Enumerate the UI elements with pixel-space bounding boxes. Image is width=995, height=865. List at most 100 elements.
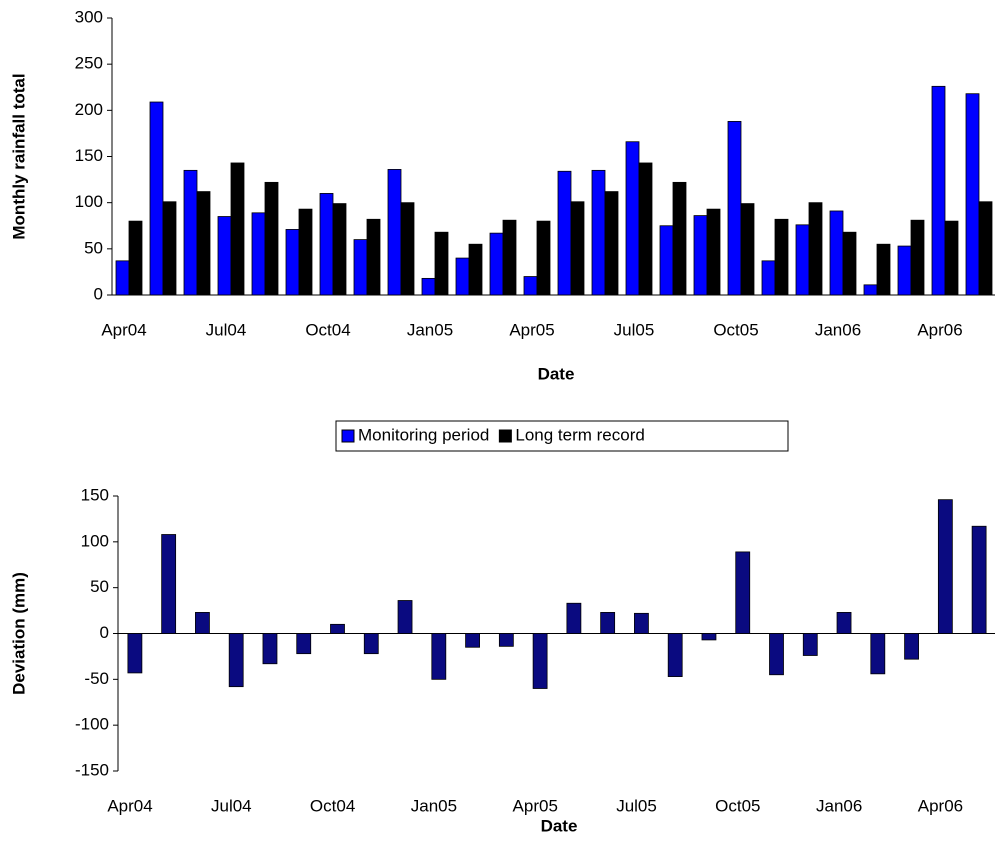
bar	[262, 633, 278, 665]
bar	[774, 218, 789, 296]
bar	[387, 169, 402, 296]
legend-swatch	[341, 429, 355, 443]
bar	[625, 141, 640, 296]
bar	[836, 612, 852, 634]
bar	[863, 284, 878, 296]
bar	[264, 181, 279, 296]
bar	[431, 633, 447, 680]
bar	[808, 202, 823, 296]
bar	[944, 220, 959, 296]
bar	[217, 216, 232, 296]
bar	[829, 210, 844, 296]
y-tick-label: 50	[90, 577, 109, 596]
bar	[251, 212, 266, 296]
bar	[795, 224, 810, 296]
bar	[876, 243, 891, 296]
x-tick-label: Jul05	[616, 796, 657, 815]
bar	[532, 633, 548, 689]
y-tick-label: 300	[75, 7, 103, 26]
bar	[727, 121, 742, 296]
x-axis-title: Date	[541, 816, 578, 835]
bar	[183, 169, 198, 296]
x-tick-label: Jan06	[816, 796, 862, 815]
bar	[870, 633, 886, 675]
x-tick-label: Jul05	[614, 320, 655, 339]
bar	[161, 534, 177, 634]
bar	[570, 201, 585, 296]
x-tick-label: Apr06	[917, 320, 962, 339]
bar	[591, 169, 606, 296]
x-tick-label: Oct05	[713, 320, 758, 339]
bar	[604, 191, 619, 296]
bar	[904, 633, 919, 660]
bar	[319, 193, 334, 296]
bar	[421, 277, 436, 296]
y-tick-label: -150	[75, 760, 109, 779]
bar	[400, 202, 415, 296]
x-tick-label: Apr05	[513, 796, 558, 815]
legend-label: Long term record	[515, 425, 644, 444]
y-axis-title: Deviation (mm)	[9, 572, 28, 695]
bar	[498, 633, 514, 647]
bar	[298, 208, 313, 296]
y-axis-title: Monthly rainfall total	[9, 73, 28, 239]
bar	[228, 633, 244, 688]
x-tick-label: Jul04	[206, 320, 247, 339]
bar	[397, 600, 413, 634]
bar	[634, 612, 649, 634]
y-tick-label: -100	[75, 715, 109, 734]
x-tick-label: Jan05	[411, 796, 457, 815]
x-tick-label: Jul04	[211, 796, 252, 815]
bar	[557, 170, 572, 296]
y-tick-label: 100	[81, 531, 109, 550]
bar	[897, 245, 912, 296]
x-tick-label: Apr05	[509, 320, 554, 339]
bar	[330, 623, 345, 634]
bar	[502, 219, 517, 296]
bar	[468, 243, 483, 296]
bar	[366, 218, 381, 296]
bar	[332, 203, 347, 296]
bar	[659, 225, 674, 296]
legend-frame	[335, 420, 789, 452]
bar	[600, 612, 616, 634]
x-tick-label: Oct04	[305, 320, 350, 339]
y-tick-label: 150	[81, 485, 109, 504]
bar	[363, 633, 379, 655]
bar	[566, 602, 582, 634]
bar	[296, 633, 312, 655]
x-tick-label: Oct04	[310, 796, 355, 815]
y-tick-label: 50	[84, 238, 103, 257]
bar	[740, 203, 755, 296]
x-tick-label: Oct05	[715, 796, 760, 815]
bar	[978, 201, 993, 296]
bar	[638, 162, 653, 296]
y-tick-label: 200	[75, 100, 103, 119]
bar	[195, 612, 210, 634]
bar	[353, 239, 368, 296]
bar	[761, 260, 776, 296]
bar	[667, 633, 683, 677]
bar	[931, 85, 946, 296]
bar	[910, 219, 925, 296]
bar	[802, 633, 818, 656]
x-tick-label: Apr06	[918, 796, 963, 815]
x-tick-label: Apr04	[107, 796, 152, 815]
y-tick-label: 0	[100, 623, 109, 642]
bar	[701, 633, 717, 641]
bar	[196, 191, 211, 296]
bar	[162, 201, 177, 296]
bar	[128, 220, 143, 296]
bar	[434, 231, 449, 296]
bar	[842, 231, 857, 296]
y-tick-label: 150	[75, 146, 103, 165]
bar	[735, 551, 751, 634]
bar	[672, 181, 687, 296]
legend-label: Monitoring period	[358, 425, 489, 444]
bar	[769, 633, 784, 676]
bar	[127, 633, 143, 674]
y-tick-label: -50	[84, 669, 109, 688]
legend-swatch	[498, 429, 512, 443]
bar	[230, 162, 245, 296]
bar	[465, 633, 480, 648]
